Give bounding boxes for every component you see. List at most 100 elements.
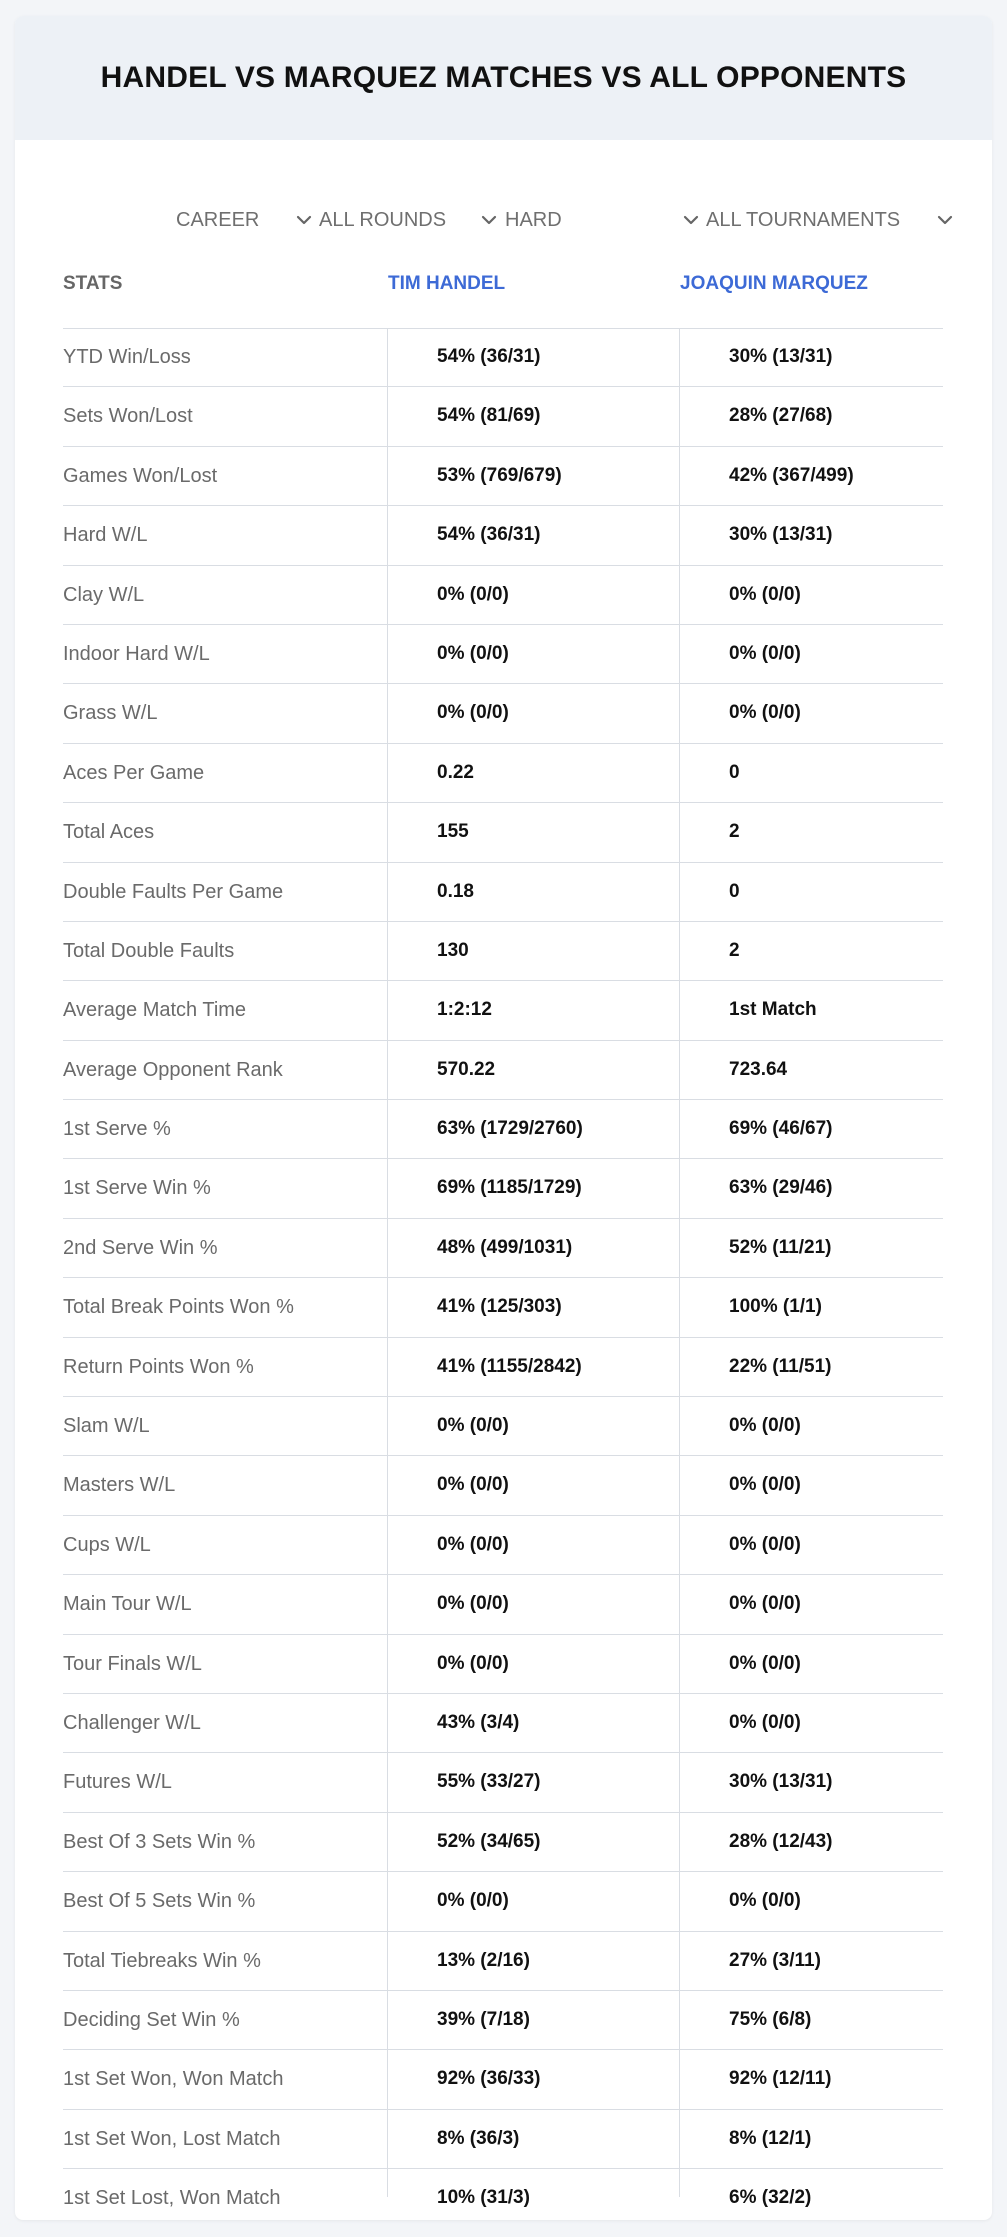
chevron-down-icon (934, 209, 956, 231)
table-row: Average Match Time 1:2:12 1st Match (63, 981, 943, 1041)
player1-value: 0% (0/0) (437, 1652, 509, 1674)
table-row: YTD Win/Loss 54% (36/31) 30% (13/31) (63, 328, 943, 388)
player1-value: 43% (3/4) (437, 1711, 520, 1733)
stat-label: Clay W/L (63, 583, 145, 606)
table-row: Aces Per Game 0.22 0 (63, 744, 943, 804)
player2-value: 0 (729, 880, 740, 902)
table-row: Games Won/Lost 53% (769/679) 42% (367/499) (63, 447, 943, 507)
stat-label: Slam W/L (63, 1415, 150, 1438)
stat-label: Average Opponent Rank (63, 1058, 283, 1081)
player1-value: 0% (0/0) (437, 1474, 509, 1496)
rounds-dropdown[interactable]: ALL ROUNDS (319, 192, 500, 248)
player1-value: 10% (31/3) (437, 2187, 530, 2209)
page-title: HANDEL VS MARQUEZ MATCHES VS ALL OPPONEN… (100, 61, 907, 94)
stat-label: Hard W/L (63, 524, 148, 547)
player1-value: 0.18 (437, 880, 474, 902)
player2-value: 100% (1/1) (729, 1296, 822, 1318)
player1-value: 0% (0/0) (437, 642, 509, 664)
stat-label: Total Break Points Won % (63, 1296, 294, 1319)
stat-label: Total Double Faults (63, 939, 235, 962)
table-row: Masters W/L 0% (0/0) 0% (0/0) (63, 1456, 943, 1516)
table-row: Total Double Faults 130 2 (63, 922, 943, 982)
player1-value: 63% (1729/2760) (437, 1118, 583, 1140)
table-row: Sets Won/Lost 54% (81/69) 28% (27/68) (63, 387, 943, 447)
player1-value: 570.22 (437, 1058, 496, 1080)
player1-value: 54% (36/31) (437, 346, 541, 367)
table-row: Tour Finals W/L 0% (0/0) 0% (0/0) (63, 1635, 943, 1694)
player2-value: 52% (11/21) (729, 1236, 832, 1258)
player2-value: 69% (46/67) (729, 1118, 833, 1140)
stats-table-body: YTD Win/Loss 54% (36/31) 30% (13/31) Sets W… (63, 328, 943, 2220)
player2-value: 0% (0/0) (729, 1533, 801, 1555)
table-row: Double Faults Per Game 0.18 0 (63, 863, 943, 922)
player2-value: 0% (0/0) (729, 1652, 801, 1674)
career-dropdown[interactable]: CAREER (176, 192, 315, 248)
table-row: Indoor Hard W/L 0% (0/0) 0% (0/0) (63, 625, 943, 685)
filter-bar: CAREER ALL ROUNDS HARD ALL TOURNAMENTS (15, 192, 992, 248)
stat-label: Main Tour W/L (63, 1593, 192, 1616)
tournaments-dropdown[interactable]: ALL TOURNAMENTS (706, 192, 956, 248)
stat-label: Aces Per Game (63, 761, 205, 784)
table-row: Total Break Points Won % 41% (125/303) 100… (63, 1278, 943, 1338)
card-header: HANDEL VS MARQUEZ MATCHES VS ALL OPPONEN… (15, 16, 992, 140)
table-row: 1st Serve Win % 69% (1185/1729) 63% (29/46… (63, 1159, 943, 1219)
player1-value: 130 (437, 939, 469, 961)
stat-label: Best Of 3 Sets Win % (63, 1830, 256, 1853)
stat-label: Best Of 5 Sets Win % (63, 1890, 256, 1913)
player1-link[interactable]: TIM HANDEL (388, 273, 506, 294)
table-row: Clay W/L 0% (0/0) 0% (0/0) (63, 566, 943, 625)
stat-label: 2nd Serve Win % (63, 1236, 218, 1259)
player2-value: 30% (13/31) (729, 524, 833, 546)
player1-value: 52% (34/65) (437, 1830, 541, 1852)
player2-value: 0% (0/0) (729, 1593, 801, 1615)
stats-card: HANDEL VS MARQUEZ MATCHES VS ALL OPPONEN… (15, 16, 992, 2220)
player2-value: 30% (13/31) (729, 346, 833, 367)
table-row: Best Of 3 Sets Win % 52% (34/65) 28% (12/4… (63, 1813, 943, 1873)
player2-value: 0% (0/0) (729, 1890, 801, 1912)
player1-value: 55% (33/27) (437, 1771, 541, 1793)
player2-value: 0% (0/0) (729, 1415, 801, 1437)
player1-value: 69% (1185/1729) (437, 1177, 582, 1199)
player1-value: 54% (36/31) (437, 524, 541, 546)
stat-label: Double Faults Per Game (63, 880, 284, 903)
stat-label: Total Tiebreaks Win % (63, 1949, 261, 1972)
player2-value: 28% (27/68) (729, 405, 833, 427)
table-row: Futures W/L 55% (33/27) 30% (13/31) (63, 1753, 943, 1813)
player2-value: 28% (12/43) (729, 1830, 833, 1852)
stat-label: YTD Win/Loss (63, 346, 191, 368)
player1-value: 39% (7/18) (437, 2008, 530, 2030)
stat-label: Games Won/Lost (63, 464, 218, 487)
player1-value: 92% (36/33) (437, 2068, 541, 2090)
stat-label: Return Points Won % (63, 1355, 254, 1378)
player2-value: 0% (0/0) (729, 702, 801, 724)
table-row: 2nd Serve Win % 48% (499/1031) 52% (11/21) (63, 1219, 943, 1279)
stat-label: Deciding Set Win % (63, 2008, 240, 2031)
stats-column-header: STATS (63, 273, 123, 294)
tournaments-dropdown-value: ALL TOURNAMENTS (706, 208, 901, 231)
stat-label: Challenger W/L (63, 1711, 201, 1734)
stat-label: 1st Serve Win % (63, 1177, 211, 1200)
table-row: Total Aces 155 2 (63, 803, 943, 863)
chevron-down-icon (478, 209, 500, 231)
column-divider (679, 328, 680, 2197)
table-row: Average Opponent Rank 570.22 723.64 (63, 1041, 943, 1101)
stat-label: 1st Set Won, Won Match (63, 2068, 284, 2091)
surface-dropdown[interactable]: HARD (505, 192, 702, 248)
player1-value: 8% (36/3) (437, 2127, 520, 2149)
player2-link[interactable]: JOAQUIN MARQUEZ (680, 273, 868, 294)
table-row: 1st Set Won, Lost Match 8% (36/3) 8% (12/1… (63, 2110, 943, 2170)
career-dropdown-value: CAREER (176, 208, 260, 231)
stat-label: Indoor Hard W/L (63, 642, 210, 665)
table-row: Hard W/L 54% (36/31) 30% (13/31) (63, 506, 943, 566)
chevron-down-icon (293, 209, 315, 231)
rounds-dropdown-value: ALL ROUNDS (319, 208, 447, 231)
player1-value: 0.22 (437, 761, 474, 783)
table-row: Return Points Won % 41% (1155/2842) 22% (1… (63, 1338, 943, 1398)
player1-value: 13% (2/16) (437, 1949, 530, 1971)
player1-value: 1:2:12 (437, 999, 492, 1021)
stat-label: Total Aces (63, 821, 155, 844)
table-row: Best Of 5 Sets Win % 0% (0/0) 0% (0/0) (63, 1872, 943, 1932)
table-row: Main Tour W/L 0% (0/0) 0% (0/0) (63, 1575, 943, 1635)
player2-value: 8% (12/1) (729, 2127, 812, 2149)
player1-value: 0% (0/0) (437, 583, 509, 605)
